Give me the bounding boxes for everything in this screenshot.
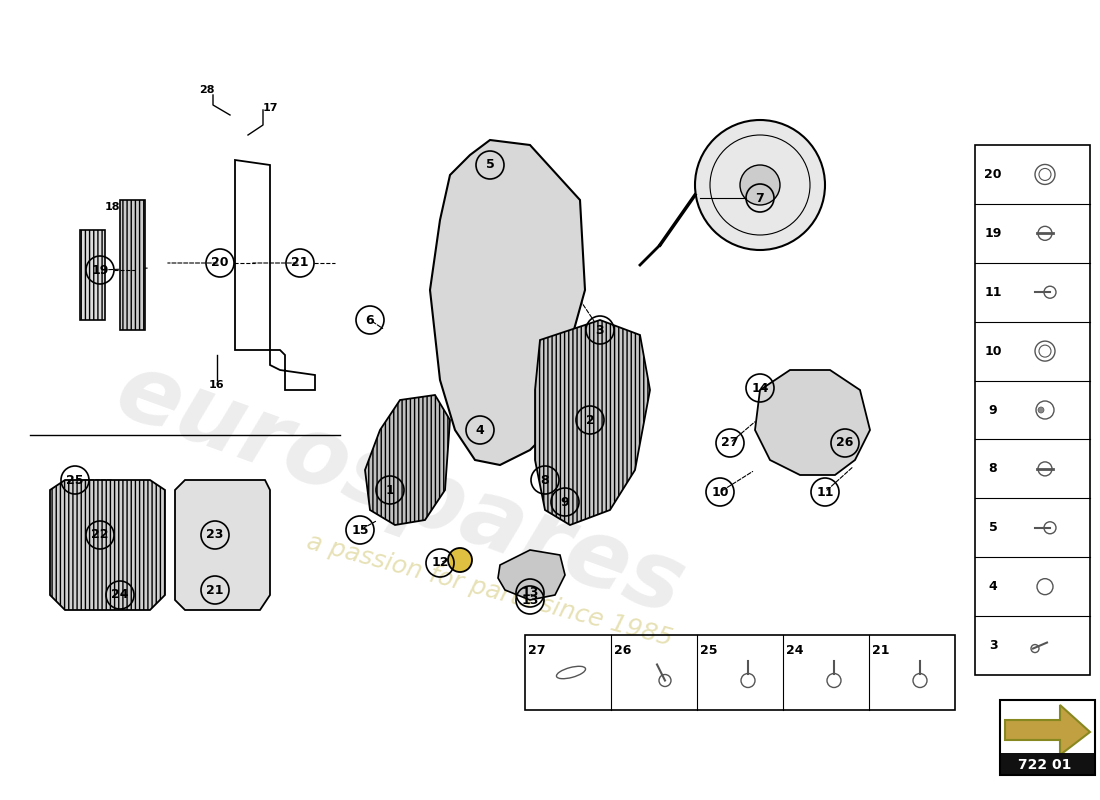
Polygon shape: [535, 320, 650, 525]
Polygon shape: [175, 480, 270, 610]
Polygon shape: [755, 370, 870, 475]
Text: 24: 24: [111, 589, 129, 602]
Text: 10: 10: [984, 345, 1002, 358]
Text: 722 01: 722 01: [1019, 758, 1071, 772]
Text: 5: 5: [485, 158, 494, 171]
Text: 27: 27: [722, 437, 739, 450]
Text: 16: 16: [209, 380, 224, 390]
Text: 21: 21: [207, 583, 223, 597]
Text: 25: 25: [66, 474, 84, 486]
Text: 12: 12: [431, 557, 449, 570]
Text: 8: 8: [541, 474, 549, 486]
Polygon shape: [120, 200, 145, 330]
Text: 2: 2: [585, 414, 594, 426]
Text: 28: 28: [199, 85, 214, 95]
Text: 19: 19: [91, 263, 109, 277]
Polygon shape: [50, 480, 165, 610]
Text: 13: 13: [521, 594, 539, 606]
Text: 7: 7: [756, 191, 764, 205]
Text: 1: 1: [386, 483, 395, 497]
Circle shape: [1038, 407, 1044, 413]
Text: eurospares: eurospares: [103, 345, 696, 635]
Text: 4: 4: [475, 423, 484, 437]
Text: 17: 17: [262, 103, 277, 113]
Text: 4: 4: [989, 580, 998, 593]
Text: 6: 6: [365, 314, 374, 326]
Text: 5: 5: [989, 522, 998, 534]
Text: a passion for parts since 1985: a passion for parts since 1985: [305, 530, 675, 650]
Polygon shape: [498, 550, 565, 600]
Text: 27: 27: [528, 643, 546, 657]
Text: 15: 15: [351, 523, 369, 537]
Text: 19: 19: [984, 227, 1002, 240]
Text: 22: 22: [91, 529, 109, 542]
Text: 20: 20: [211, 257, 229, 270]
Text: 3: 3: [989, 639, 998, 652]
Text: 21: 21: [872, 643, 890, 657]
Text: 26: 26: [614, 643, 631, 657]
Text: 13: 13: [521, 586, 539, 599]
Bar: [1000, 753, 1094, 775]
Polygon shape: [1005, 705, 1090, 755]
Bar: [525, 635, 955, 710]
Text: 11: 11: [816, 486, 834, 498]
Text: 14: 14: [751, 382, 769, 394]
Text: 11: 11: [984, 286, 1002, 298]
Text: 21: 21: [292, 257, 309, 270]
Text: 20: 20: [984, 168, 1002, 181]
Polygon shape: [80, 230, 104, 320]
Bar: [975, 145, 1090, 675]
Bar: [1000, 700, 1094, 775]
Text: 23: 23: [207, 529, 223, 542]
Text: 26: 26: [836, 437, 854, 450]
Text: 25: 25: [701, 643, 717, 657]
Polygon shape: [365, 395, 450, 525]
Text: 9: 9: [989, 403, 998, 417]
Text: 9: 9: [561, 495, 570, 509]
Text: 3: 3: [596, 323, 604, 337]
Text: 18: 18: [104, 202, 120, 212]
Text: 10: 10: [712, 486, 728, 498]
Circle shape: [695, 120, 825, 250]
Text: 24: 24: [786, 643, 804, 657]
Polygon shape: [430, 140, 585, 465]
Circle shape: [448, 548, 472, 572]
Text: 8: 8: [989, 462, 998, 475]
Circle shape: [740, 165, 780, 205]
